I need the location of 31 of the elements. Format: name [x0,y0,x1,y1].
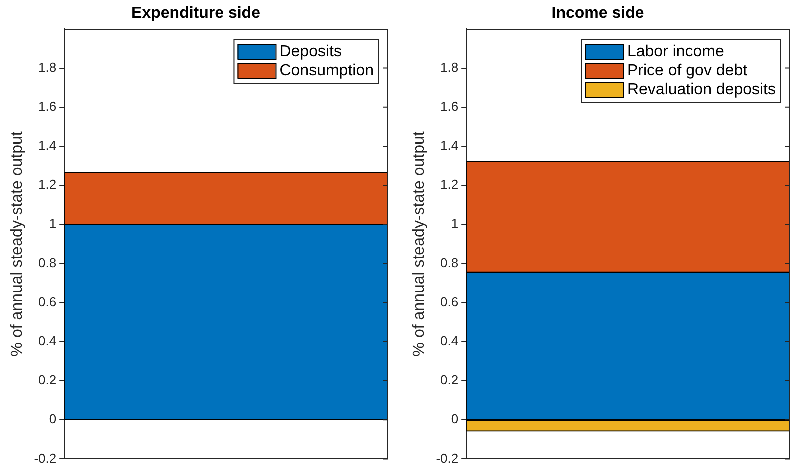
y-tick-label: 0.6 [440,294,459,310]
y-tick-label: 0.2 [38,372,57,388]
legend-label: Labor income [627,44,725,61]
y-tick-label: -0.2 [34,450,57,466]
y-tick-label: 1.4 [440,138,459,154]
y-tick-label: 1.8 [38,60,57,75]
y-tick-label: 1 [49,216,57,232]
y-tick-label: -0.2 [436,450,459,466]
legend-label: Price of gov debt [627,62,748,80]
y-tick-label: 0 [451,412,459,427]
y-tick-label: 0 [49,412,57,427]
y-tick-label: 0.4 [38,334,57,349]
y-tick-label: 1 [451,216,459,232]
y-tick-label: 0.8 [38,255,57,270]
legend-label: Revaluation deposits [627,82,776,99]
y-axis-title: % of annual steady-state output [411,131,428,357]
chart-title: Expenditure side [132,5,261,22]
y-axis-title: % of annual steady-state output [9,131,26,357]
y-tick-label: 1.6 [440,98,459,114]
legend-label: Deposits [280,44,342,61]
y-tick-label: 0.2 [440,372,459,388]
chart-title: Income side [552,5,644,22]
y-tick-label: 1.2 [440,177,459,192]
y-tick-label: 0.8 [440,255,459,270]
y-tick-label: 1.6 [38,98,57,114]
y-tick-label: 0.6 [38,294,57,310]
y-tick-label: 1.8 [440,60,459,75]
y-tick-label: 0.4 [440,334,459,349]
legend-label: Consumption [280,62,374,80]
y-tick-label: 1.4 [38,138,57,154]
y-tick-label: 1.2 [38,177,57,192]
